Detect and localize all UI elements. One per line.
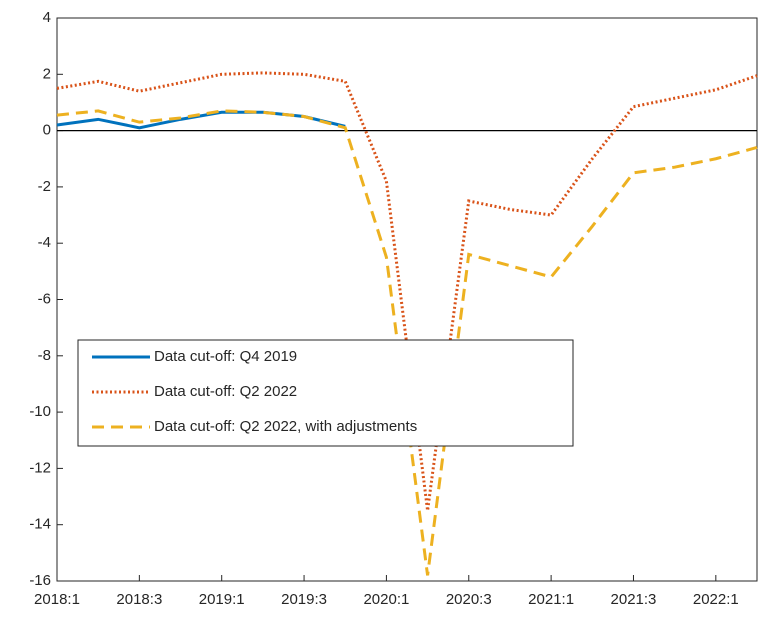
y-tick-label: 2 [43,65,51,82]
legend-label: Data cut-off: Q4 2019 [154,348,297,365]
x-tick-label: 2019:3 [281,591,327,608]
y-tick-label: -8 [38,347,51,364]
series-line [56,110,346,130]
series-line [56,109,758,576]
legend-label: Data cut-off: Q2 2022 [154,383,297,400]
x-tick-label: 2020:1 [363,591,409,608]
x-tick-label: 2019:1 [199,591,245,608]
y-tick-label: -6 [38,290,51,307]
y-tick-label: -10 [29,403,51,420]
x-tick-label: 2021:3 [611,591,657,608]
y-tick-label: -16 [29,572,51,589]
y-tick-label: 0 [43,122,51,139]
y-tick-label: -12 [29,459,51,476]
y-tick-label: -2 [38,178,51,195]
y-tick-label: -4 [38,234,51,251]
x-tick-label: 2018:1 [34,591,80,608]
x-tick-label: 2022:1 [693,591,739,608]
legend-label: Data cut-off: Q2 2022, with adjustments [154,418,417,435]
y-tick-label: -14 [29,516,51,533]
plot-box [56,17,758,582]
x-tick-label: 2021:1 [528,591,574,608]
x-tick-label: 2018:3 [116,591,162,608]
legend-box [77,339,574,447]
y-tick-label: 4 [43,9,51,26]
x-tick-label: 2020:3 [446,591,492,608]
